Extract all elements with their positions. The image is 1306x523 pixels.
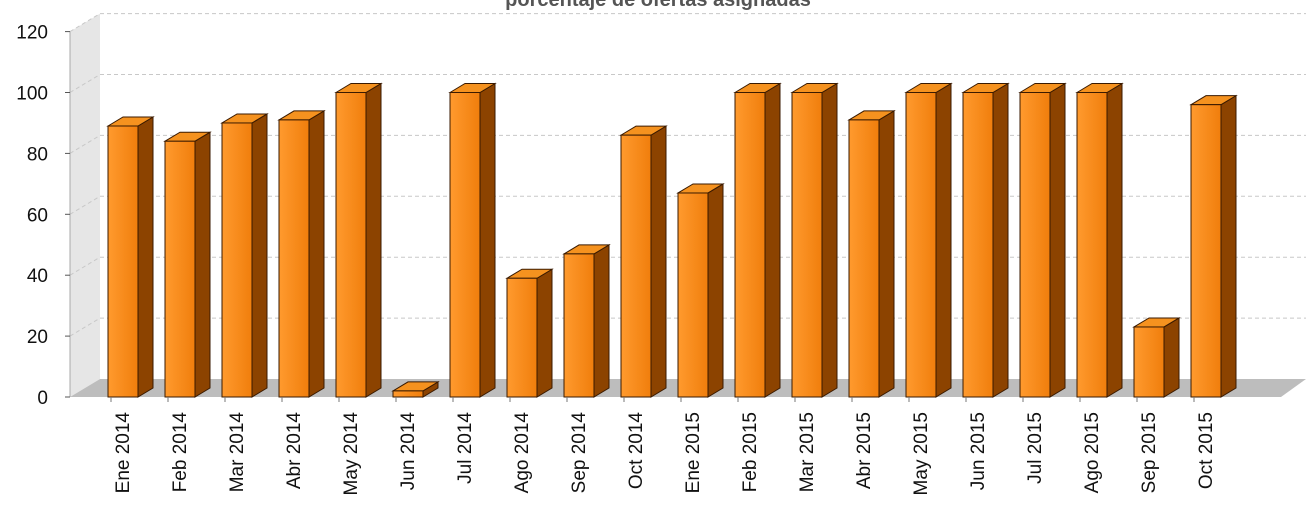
bar-front — [164, 140, 196, 398]
bar-front — [563, 253, 595, 398]
bar — [334, 82, 383, 398]
category-label: Jun 2014 — [398, 412, 419, 491]
value-tick-label: 0 — [37, 388, 48, 409]
bar-front — [506, 277, 538, 398]
category-label: Jul 2015 — [1025, 412, 1046, 484]
bar-side — [1220, 94, 1237, 398]
bar — [277, 110, 326, 398]
bar — [961, 82, 1010, 398]
bar-front — [221, 122, 253, 398]
bar-front — [620, 134, 652, 398]
bar-front — [1019, 92, 1051, 398]
bar-front — [1133, 326, 1165, 398]
category-label: Feb 2014 — [170, 412, 191, 493]
category-label: May 2015 — [911, 412, 932, 495]
bar-front — [278, 119, 310, 398]
gridline-side — [69, 13, 101, 33]
bar-front — [848, 119, 880, 398]
bar — [220, 113, 269, 398]
category-label: Oct 2015 — [1196, 412, 1217, 489]
bar-side — [137, 116, 154, 398]
bar — [391, 381, 440, 398]
category-label: Jun 2015 — [968, 412, 989, 490]
value-axis: 0 20 40 60 80 100 120 — [16, 23, 71, 409]
bar-front — [962, 92, 994, 398]
bar-side — [992, 82, 1009, 398]
bar — [619, 125, 668, 398]
bar-side — [935, 82, 952, 398]
bar-front — [107, 125, 139, 398]
bar-front — [677, 192, 709, 398]
category-axis: Ene 2014 Feb 2014 Mar 2014 Abr 2014 May 2014… — [110, 397, 1217, 496]
bar — [790, 82, 839, 398]
bar-side — [251, 113, 268, 398]
bar-side — [1163, 317, 1180, 398]
value-tick-label: 40 — [27, 266, 48, 287]
gridline-side — [69, 256, 101, 276]
bar-side — [878, 110, 895, 398]
bar — [448, 82, 497, 398]
bar — [1075, 82, 1124, 398]
gridline-side — [69, 195, 101, 215]
bar-front — [1076, 92, 1108, 398]
category-label: Abr 2014 — [284, 412, 305, 490]
chart-title: porcentaje de ofertas asignadas — [505, 0, 811, 11]
bar-front — [1190, 104, 1222, 398]
bar-front — [905, 92, 937, 398]
bar-side — [650, 125, 667, 398]
value-tick-label: 80 — [27, 144, 48, 165]
bar-side — [764, 82, 781, 398]
bars — [106, 82, 1238, 398]
gridline-side — [69, 134, 101, 154]
bar-front — [734, 92, 766, 398]
bar — [847, 110, 896, 398]
bar-side — [707, 183, 724, 398]
bar — [562, 244, 611, 398]
bar-side — [593, 244, 610, 398]
category-label: Sep 2015 — [1139, 412, 1160, 493]
bar-side — [308, 110, 325, 398]
bar-side — [365, 82, 382, 398]
bar-side — [1106, 82, 1123, 398]
category-label: Mar 2014 — [227, 412, 248, 493]
bar — [904, 82, 953, 398]
category-label: Jul 2014 — [455, 412, 476, 484]
bar-front — [791, 92, 823, 398]
bar-front — [335, 92, 367, 398]
bar-front — [449, 92, 481, 398]
category-label: May 2014 — [341, 412, 362, 496]
bar-side — [194, 131, 211, 398]
bar — [505, 268, 554, 398]
category-label: Ene 2014 — [113, 412, 134, 494]
value-tick-label: 60 — [27, 205, 48, 226]
gridline-side — [69, 317, 101, 337]
bar — [1018, 82, 1067, 398]
category-label: Abr 2015 — [854, 412, 875, 489]
bar — [733, 82, 782, 398]
bar — [676, 183, 725, 398]
bar-side — [821, 82, 838, 398]
bar — [1189, 94, 1238, 398]
category-label: Mar 2015 — [797, 412, 818, 492]
value-tick-label: 100 — [16, 84, 48, 105]
category-label: Ago 2014 — [512, 412, 533, 494]
category-label: Oct 2014 — [626, 412, 647, 490]
category-label: Ene 2015 — [683, 412, 704, 493]
bar-front — [392, 390, 424, 398]
bar — [163, 131, 212, 398]
bar — [1132, 317, 1181, 398]
bar — [106, 116, 155, 398]
bar-side — [479, 82, 496, 398]
gridline-side — [69, 74, 101, 93]
category-label: Sep 2014 — [569, 412, 590, 494]
bar-side — [536, 268, 553, 398]
category-label: Ago 2015 — [1082, 412, 1103, 493]
value-tick-label: 20 — [27, 327, 48, 348]
bar-side — [1049, 82, 1066, 398]
value-tick-label: 120 — [16, 23, 48, 44]
category-label: Feb 2015 — [740, 412, 761, 492]
